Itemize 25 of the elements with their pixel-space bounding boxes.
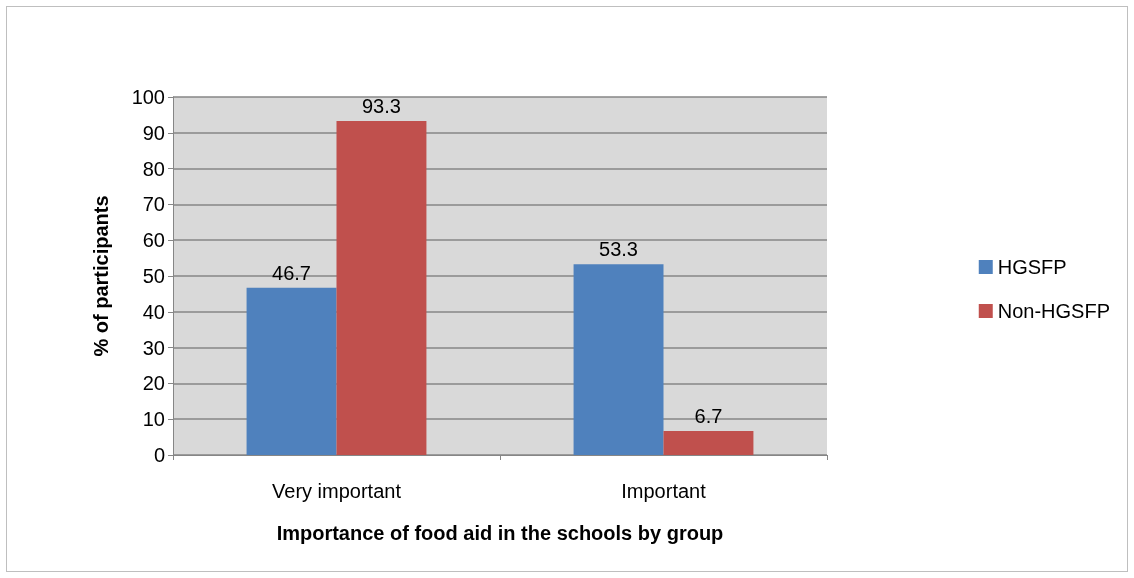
y-tick-label: 0 — [153, 444, 165, 466]
data-label: 46.7 — [272, 261, 312, 284]
y-tick-label: 50 — [142, 265, 165, 287]
data-label: 93.3 — [361, 94, 401, 117]
y-tick-label: 40 — [142, 300, 165, 323]
x-axis-title: Importance of food aid in the schools by group — [276, 522, 724, 544]
y-tick-label: 90 — [142, 121, 165, 144]
data-label: 53.3 — [599, 238, 639, 261]
y-tick-label: 80 — [142, 157, 165, 180]
y-tick-label: 70 — [142, 193, 165, 216]
y-axis-title: % of participants — [90, 195, 112, 357]
bar — [663, 431, 754, 455]
bar — [246, 287, 337, 455]
legend-label: Non-HGSFP — [997, 300, 1110, 322]
y-tick-label: 10 — [142, 408, 165, 431]
y-tick-label: 100 — [131, 86, 165, 108]
y-tick-label: 60 — [142, 229, 165, 252]
data-label: 6.7 — [694, 405, 723, 428]
y-tick-label: 30 — [142, 336, 165, 359]
bar — [336, 120, 427, 455]
y-tick-label: 20 — [142, 372, 165, 395]
x-tick-label: Important — [621, 480, 707, 502]
x-tick-label: Very important — [272, 480, 402, 502]
bar — [573, 264, 664, 455]
legend-label: HGSFP — [997, 256, 1067, 278]
